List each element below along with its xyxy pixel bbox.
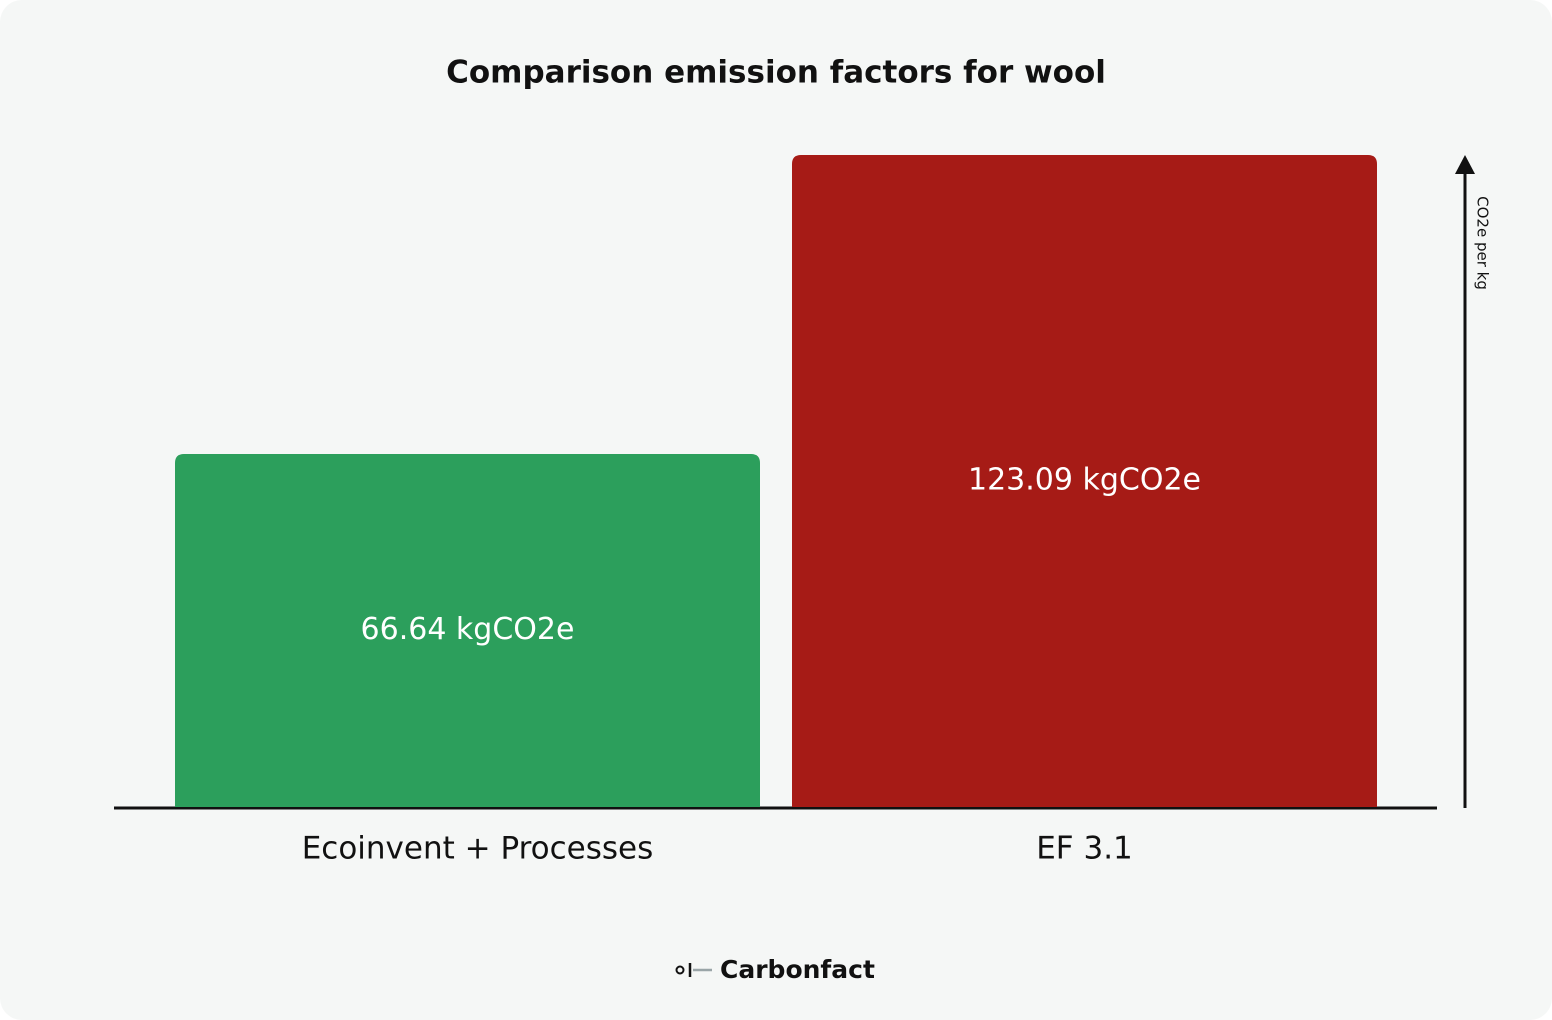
bar	[792, 155, 1377, 807]
value-label: 123.09 kgCO2e	[968, 463, 1201, 498]
y-axis-arrow	[1455, 155, 1475, 174]
bar	[175, 454, 760, 807]
x-tick-label: EF 3.1	[1036, 831, 1133, 867]
brand: Carbonfact	[720, 955, 875, 984]
chart-title: Comparison emission factors for wool	[446, 55, 1106, 91]
logo-dot	[675, 965, 685, 975]
logo	[675, 963, 712, 977]
y-axis-label: CO2e per kg	[1474, 196, 1492, 290]
x-tick-label: Ecoinvent + Processes	[302, 831, 654, 867]
value-label: 66.64 kgCO2e	[361, 612, 575, 647]
